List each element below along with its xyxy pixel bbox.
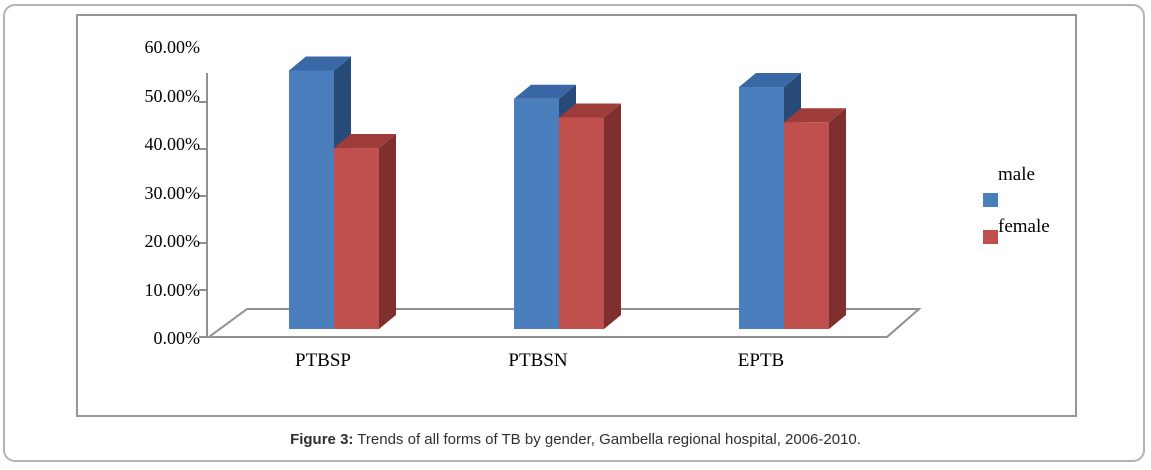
- y-axis-tick-label: 50.00%: [144, 85, 201, 106]
- figure-caption: Figure 3: Trends of all forms of TB by g…: [0, 431, 1151, 448]
- category-label-ptbsn: PTBSN: [508, 350, 568, 371]
- chart-floor: [205, 308, 922, 338]
- female-bar: [784, 122, 829, 329]
- male-bar: [514, 98, 559, 329]
- female-bar-top-face: [559, 103, 621, 118]
- y-axis-tick-label: 10.00%: [144, 279, 201, 300]
- legend-label-male: male: [998, 164, 1035, 185]
- legend-swatch-female-icon: [983, 230, 998, 244]
- male-bar-top-face: [514, 84, 576, 99]
- male-bar: [289, 70, 334, 329]
- chart-area: 0.00% 10.00% 20.00% 30.00% 40.00% 50.00%…: [76, 14, 1077, 417]
- y-axis-tick-label: 20.00%: [144, 231, 201, 251]
- female-bar: [334, 148, 379, 329]
- figure-caption-label: Figure 3:: [290, 431, 354, 448]
- female-bar: [559, 117, 604, 329]
- y-axis-tick-label: 0.00%: [153, 328, 201, 348]
- bar-group-ptbsn: [514, 84, 621, 329]
- legend-label-female: female: [998, 216, 1050, 237]
- y-axis-tick-label: 40.00%: [144, 134, 201, 154]
- male-bar-top-face: [739, 72, 801, 87]
- female-bar-top-face: [784, 108, 846, 123]
- female-bar-side-face: [829, 108, 846, 329]
- y-axis-tick-label: 30.00%: [144, 182, 201, 203]
- male-bar-top-face: [289, 56, 351, 71]
- female-bar-side-face: [604, 103, 621, 329]
- bar-group-ptbsp: [289, 56, 396, 329]
- bar-chart-3d: [199, 56, 922, 338]
- y-axis-tick-label: 60.00%: [144, 37, 201, 57]
- male-bar: [739, 86, 784, 329]
- female-bar-top-face: [334, 134, 396, 149]
- category-label-ptbsp: PTBSP: [295, 350, 351, 371]
- legend-swatch-male-icon: [983, 193, 998, 207]
- bar-group-eptb: [739, 72, 846, 329]
- female-bar-side-face: [379, 134, 396, 329]
- figure-caption-text: Trends of all forms of TB by gender, Gam…: [353, 431, 861, 448]
- category-label-eptb: EPTB: [737, 350, 785, 371]
